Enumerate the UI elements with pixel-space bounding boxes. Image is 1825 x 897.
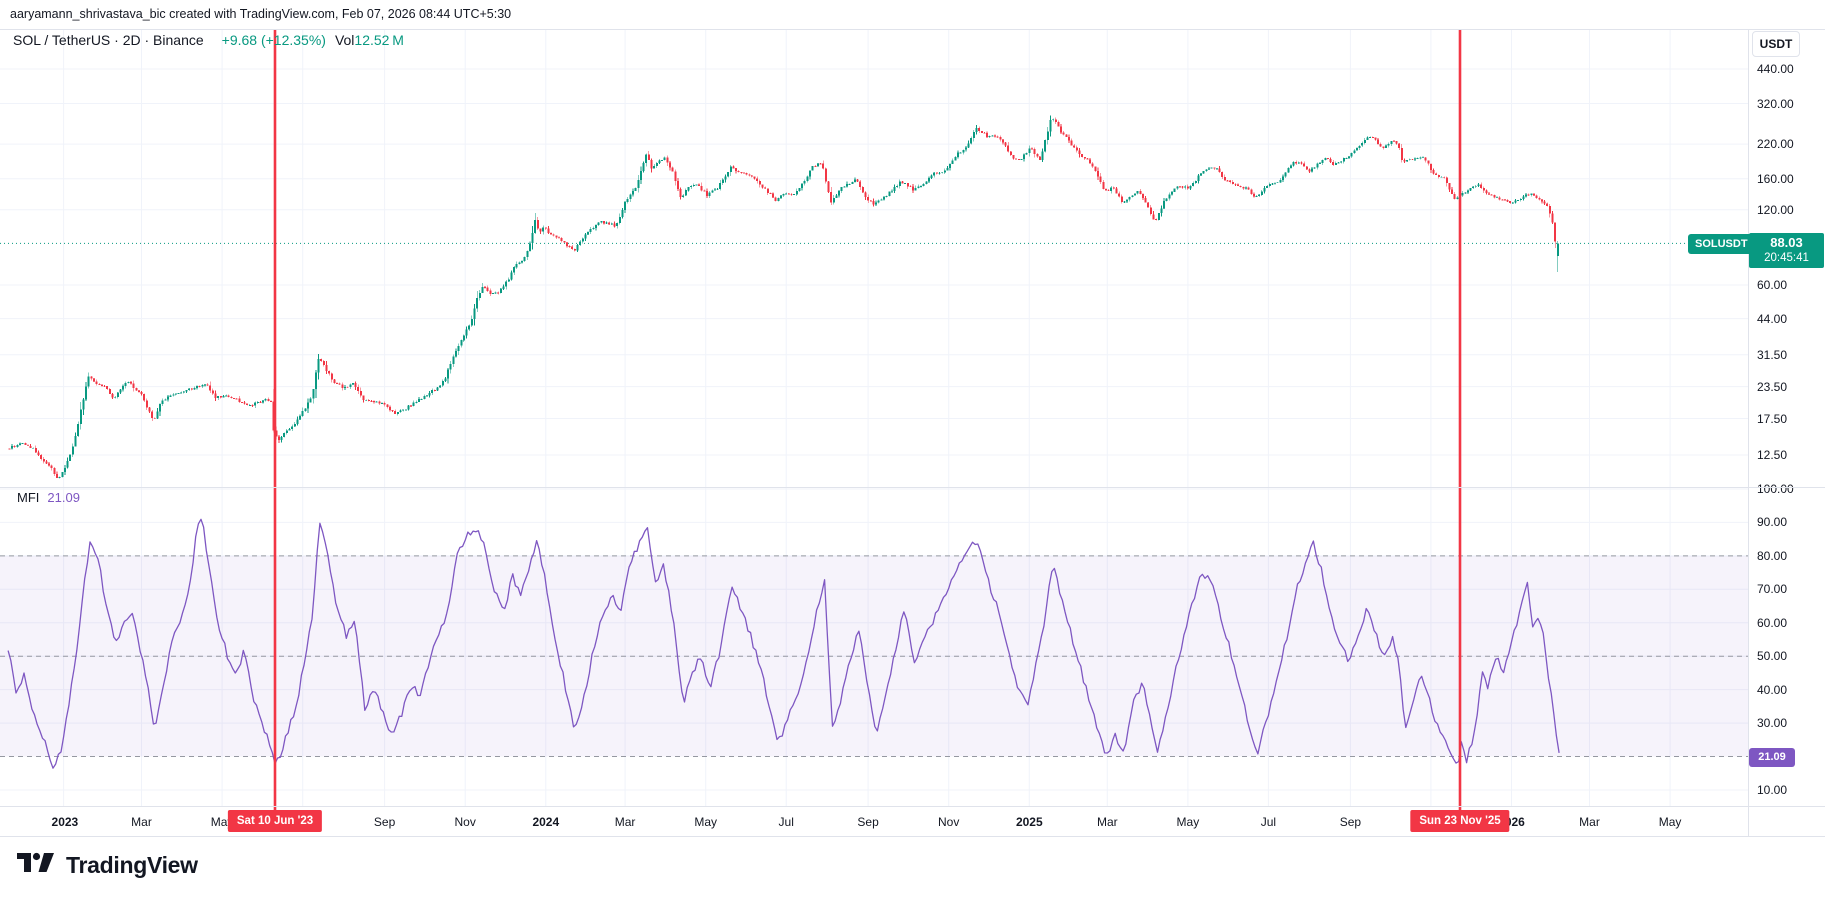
attribution-text: aaryamann_shrivastava_bic created with T…: [10, 7, 512, 21]
bar-countdown: 20:45:41: [1764, 252, 1809, 264]
time-tick-label: Nov: [938, 815, 960, 829]
change-value: +9.68 (+12.35%): [221, 32, 326, 48]
indicator-value: 21.09: [47, 490, 80, 505]
time-tick-label: Jul: [778, 815, 794, 829]
current-price-value: 88.03: [1770, 235, 1803, 250]
price-line-symbol-tag: SOLUSDT: [1688, 234, 1755, 254]
price-tick-label: 60.00: [1757, 278, 1788, 292]
indicator-value-badge: 21.09: [1749, 748, 1795, 767]
indicator-tick-label: 50.00: [1757, 649, 1788, 664]
mfi-line: [7, 518, 1560, 769]
time-tick-label: May: [210, 815, 234, 829]
time-axis-bottom-border: [0, 836, 1825, 837]
price-tick-label: 31.50: [1757, 347, 1788, 362]
symbol-title[interactable]: SOL / TetherUS · 2D · Binance: [13, 32, 204, 48]
indicator-tick-label: 90.00: [1757, 515, 1788, 530]
time-tick-label: 2024: [532, 815, 560, 829]
candlestick-series: [8, 115, 1559, 479]
price-tick-label: 17.50: [1757, 411, 1788, 426]
chart-canvas[interactable]: [0, 0, 1748, 836]
time-tick-label: Mar: [1096, 815, 1118, 829]
header-divider: [0, 29, 1825, 30]
panel-separator[interactable]: [0, 487, 1825, 488]
time-tick-label: May: [694, 815, 718, 829]
currency-toggle-button[interactable]: USDT: [1752, 31, 1800, 57]
volume-group: Vol12.52 M: [335, 32, 404, 48]
indicator-tick-label: 60.00: [1757, 615, 1788, 630]
time-tick-label: Sep: [857, 815, 879, 829]
tradingview-mark-icon: [17, 852, 54, 872]
time-tick-label: 2023: [51, 815, 79, 829]
marker-date-badge[interactable]: Sat 10 Jun '23: [227, 810, 323, 832]
tradingview-logo[interactable]: TradingView: [16, 851, 198, 879]
symbol-legend: SOL / TetherUS · 2D · Binance +9.68 (+12…: [13, 32, 404, 48]
indicator-tick-label: 80.00: [1757, 548, 1788, 563]
price-tick-label: 44.00: [1757, 311, 1788, 326]
price-tick-label: 220.00: [1757, 137, 1794, 152]
indicator-tick-label: 30.00: [1757, 716, 1788, 731]
time-tick-label: Mar: [131, 815, 152, 829]
price-tick-label: 12.50: [1757, 448, 1788, 462]
indicator-tick-label: 10.00: [1757, 783, 1788, 797]
time-tick-label: May: [1658, 815, 1682, 829]
tradingview-wordmark: TradingView: [66, 851, 198, 878]
indicator-tick-label: 100.00: [1757, 482, 1794, 496]
indicator-tick-label: 70.00: [1757, 582, 1788, 597]
time-tick-label: Sep: [1339, 815, 1362, 829]
time-tick-label: Mar: [1579, 815, 1600, 829]
time-tick-label: Mar: [614, 815, 636, 829]
time-axis-top-border: [0, 806, 1825, 807]
price-tick-label: 23.50: [1757, 379, 1788, 394]
price-tick-label: 320.00: [1757, 96, 1794, 111]
price-tick-label: 120.00: [1757, 202, 1794, 217]
price-tick-label: 160.00: [1757, 171, 1794, 186]
indicator-name[interactable]: MFI: [17, 490, 40, 505]
marker-date-badge[interactable]: Sun 23 Nov '25: [1410, 810, 1510, 832]
price-scale-border: [1748, 29, 1749, 836]
volume-label: Vol: [334, 32, 355, 48]
current-price-badge: 88.03 20:45:41: [1749, 233, 1824, 268]
time-tick-label: 2025: [1015, 815, 1043, 829]
time-tick-label: May: [1176, 815, 1200, 829]
indicator-legend: MFI 21.09: [17, 490, 80, 505]
time-tick-label: Sep: [373, 815, 396, 829]
time-tick-label: Jul: [1260, 815, 1277, 829]
price-tick-label: 440.00: [1757, 62, 1794, 76]
volume-value: 12.52 M: [354, 32, 404, 48]
time-tick-label: Nov: [454, 815, 476, 829]
indicator-tick-label: 40.00: [1757, 682, 1788, 697]
